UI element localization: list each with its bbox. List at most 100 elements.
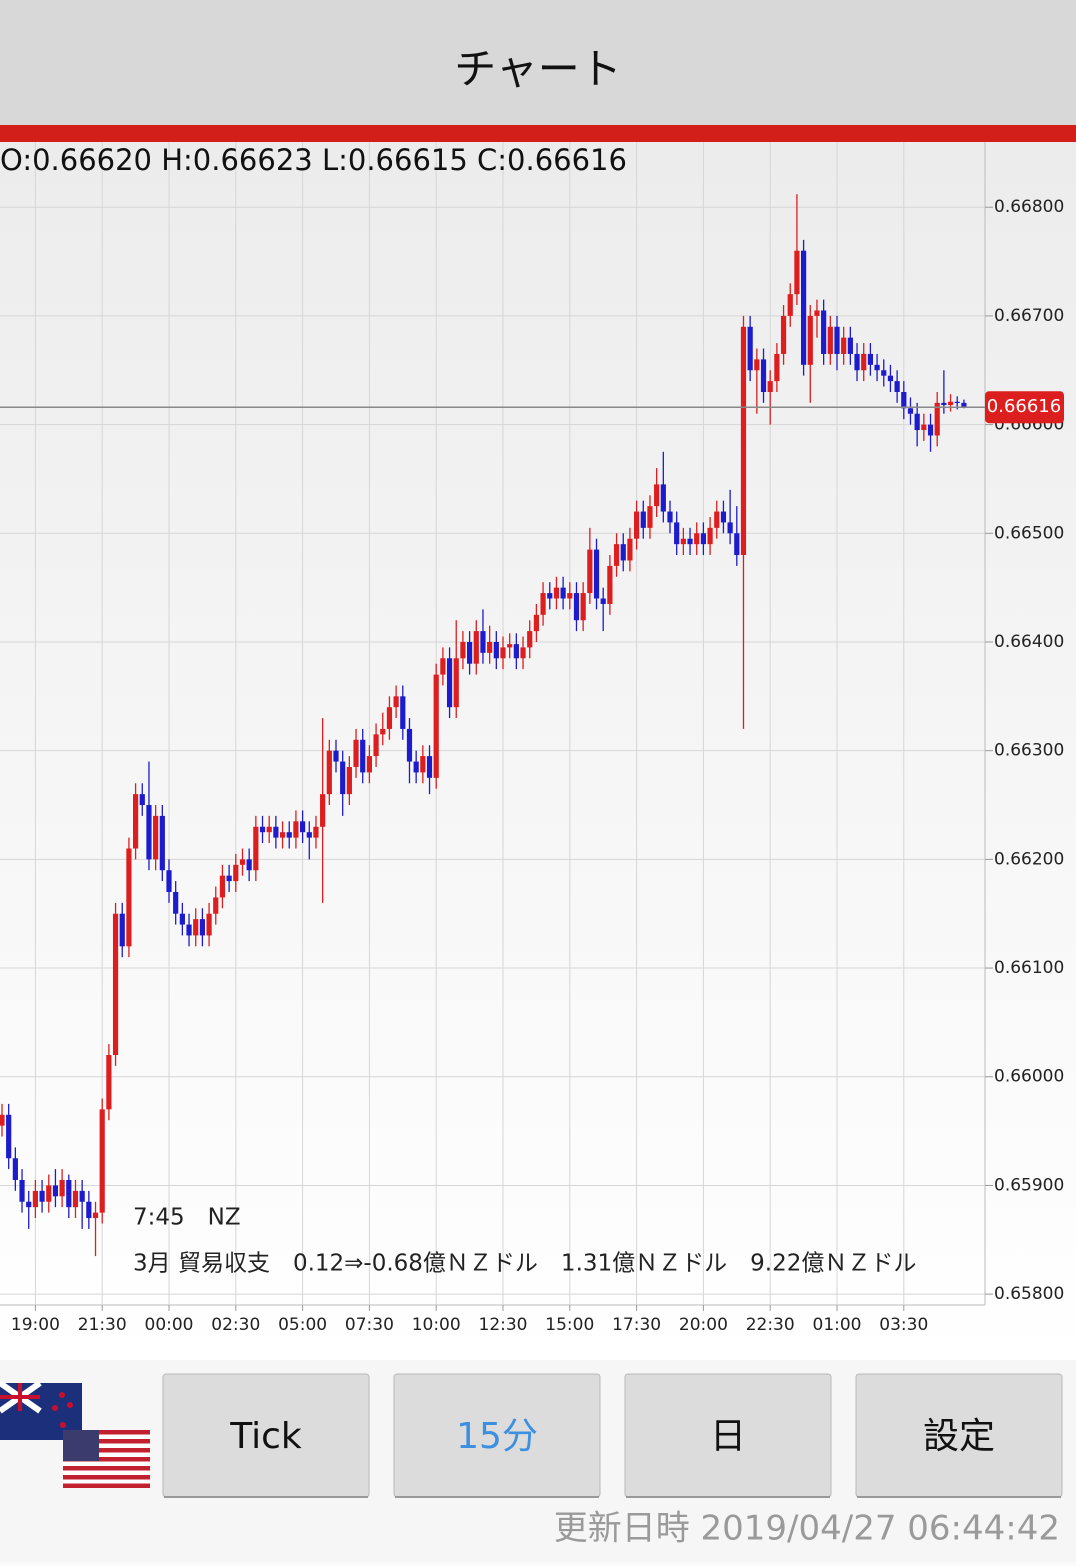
x-tick-label: 05:00 [278, 1315, 327, 1335]
candle-body [420, 756, 426, 773]
candle-body [941, 402, 947, 406]
candle-body [320, 794, 326, 827]
candle-body [660, 484, 666, 512]
candle-body [72, 1190, 79, 1208]
candle-body [707, 527, 713, 545]
nz-stars [52, 1392, 73, 1428]
x-tick-label: 02:30 [211, 1315, 260, 1335]
page-title: チャート [454, 45, 622, 94]
candle-body [153, 815, 159, 860]
candle-body [293, 821, 299, 838]
candle-body [112, 913, 119, 1056]
candle-body [740, 326, 747, 556]
current-price-box [985, 391, 1064, 424]
candle-body [480, 631, 486, 653]
candle-body [794, 250, 800, 295]
candle-body [266, 826, 272, 833]
candle-body [907, 408, 914, 414]
x-tick-label: 19:00 [11, 1315, 60, 1335]
x-tick-label: 12:30 [479, 1315, 528, 1335]
candle-body [440, 658, 446, 675]
us-stripes [63, 1430, 150, 1488]
candle-body [179, 913, 185, 925]
candle-body [46, 1185, 52, 1202]
candle-body [333, 750, 339, 762]
button-label[interactable]: Tick [229, 1416, 302, 1457]
candle-body [393, 696, 399, 708]
candle-body [841, 337, 847, 354]
candle-body [894, 381, 900, 392]
x-tick-label: 20:00 [679, 1315, 728, 1335]
candle-body [587, 549, 593, 594]
candle-body [173, 891, 179, 914]
candle-body [834, 326, 840, 354]
candle-body [0, 1114, 5, 1126]
candle-body [720, 511, 727, 523]
button-label[interactable]: 日 [710, 1416, 746, 1457]
candle-body [647, 506, 653, 528]
x-tick-label: 00:00 [145, 1315, 194, 1335]
candle-body [927, 424, 934, 436]
candle-body [687, 538, 693, 545]
candle-body [6, 1114, 12, 1159]
candle-body [533, 614, 539, 632]
candle-body [827, 326, 833, 354]
candle-body [286, 832, 292, 838]
candle-body [801, 250, 807, 365]
candle-body [12, 1158, 18, 1181]
candle-body [881, 370, 887, 376]
candle-body [654, 484, 660, 507]
candle-body [640, 511, 646, 528]
candle-body [306, 832, 312, 838]
candle-body [487, 641, 493, 653]
candle-body [934, 402, 940, 436]
y-tick-label: 0.66000 [994, 1067, 1064, 1087]
button-label[interactable]: 設定 [923, 1416, 995, 1457]
candle-body [106, 1055, 112, 1110]
candle-body [52, 1185, 59, 1197]
candle-body [386, 707, 393, 729]
candle-body [593, 549, 600, 599]
candle-body [700, 533, 706, 545]
union-jack-cross [0, 1383, 40, 1411]
candle-body [954, 401, 960, 403]
candle-body [92, 1212, 99, 1219]
candle-body [553, 587, 560, 599]
candle-body [580, 593, 586, 621]
candle-body [119, 913, 125, 947]
candle-body [627, 538, 633, 561]
x-tick-label: 21:30 [78, 1315, 127, 1335]
candle-body [86, 1201, 92, 1219]
candle-body [253, 826, 259, 871]
button-label[interactable]: 15分 [456, 1416, 538, 1457]
candle-body [146, 805, 152, 860]
candle-body [814, 310, 820, 316]
candle-body [373, 734, 379, 757]
y-tick-label: 0.66100 [994, 958, 1064, 978]
y-tick-label: 0.66800 [994, 197, 1064, 217]
candle-body [39, 1190, 45, 1202]
candle-body [166, 870, 172, 892]
y-tick-label: 0.65800 [994, 1284, 1064, 1304]
candle-body [547, 593, 553, 599]
candle-body [300, 821, 306, 833]
event-detail: 3月 貿易収支 0.12⇒-0.68億ＮＺドル 1.31億ＮＺドル 9.22億Ｎ… [133, 1251, 916, 1277]
candle-body [433, 674, 439, 778]
button-row: Tick 15分 日 設定 [162, 1373, 1063, 1498]
candle-body [513, 644, 519, 659]
candle-body [213, 897, 219, 914]
y-tick-label: 0.65900 [994, 1175, 1064, 1195]
x-tick-label: 10:00 [412, 1315, 461, 1335]
x-tick-label: 17:30 [612, 1315, 661, 1335]
candle-body [226, 875, 232, 882]
candle-body [714, 511, 720, 528]
candle-body [507, 644, 513, 648]
candle-body [667, 511, 673, 523]
candle-body [139, 794, 145, 806]
y-tick-label: 0.66300 [994, 741, 1064, 761]
candle-body [413, 761, 419, 773]
us-canton [63, 1430, 99, 1461]
candle-body [567, 593, 573, 599]
x-tick-label: 15:00 [545, 1315, 594, 1335]
